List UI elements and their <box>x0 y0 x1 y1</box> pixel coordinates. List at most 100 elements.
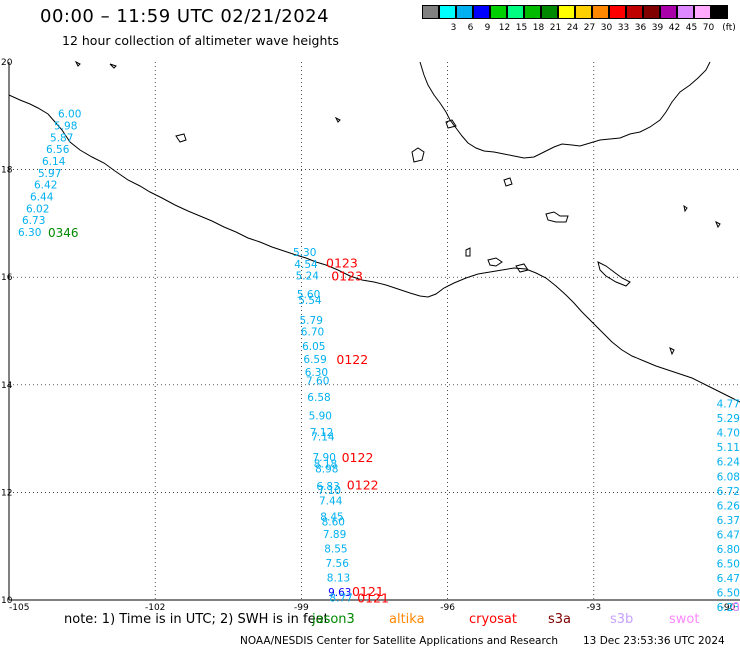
wave-height-value: 6.02 <box>26 203 49 215</box>
legend-swatch <box>507 5 524 19</box>
satellite-legend-s3a: s3a <box>548 612 572 627</box>
satellite-legend-jason3: jason3 <box>312 612 355 627</box>
wave-height-value: 6.47 <box>717 529 740 541</box>
pass-time-label: 0122 <box>336 352 368 367</box>
wave-height-value: 5.97 <box>38 168 61 180</box>
pass-time-label: 0121 <box>352 584 384 599</box>
coastal-island <box>465 247 471 257</box>
coastline <box>8 60 740 403</box>
wave-height-value: 7.89 <box>323 529 346 541</box>
wave-height-value: 5.29 <box>717 413 740 425</box>
wave-height-value: 5.54 <box>298 295 322 307</box>
wave-height-value: 6.05 <box>302 341 325 353</box>
map-title: 00:00 – 11:59 UTC 02/21/2024 <box>40 6 330 27</box>
latitude-label: 16 <box>1 273 13 283</box>
pass-time-label: 0122 <box>347 477 379 492</box>
legend-swatch <box>660 5 677 19</box>
pass-time-label: 0123 <box>326 256 358 271</box>
satellite-legend-s3b: s3b <box>610 612 634 627</box>
legend-label: 15 <box>515 23 528 33</box>
wave-height-value: 8.60 <box>322 516 345 528</box>
longitude-label: -99 <box>294 603 309 613</box>
wave-height-value: 5.87 <box>50 132 73 144</box>
wave-height-value: 8.45 <box>320 512 343 524</box>
wave-height-value: 8.98 <box>315 464 338 476</box>
map-frame <box>8 62 740 601</box>
legend-swatch <box>490 5 507 19</box>
legend-label: 18 <box>532 23 545 33</box>
legend-label: 42 <box>668 23 681 33</box>
wave-height-value: 6.00 <box>58 109 81 121</box>
satellite-legend-altika: altika <box>389 612 425 627</box>
wave-height-value: 6.72 <box>717 486 740 498</box>
coastal-island <box>74 60 81 67</box>
legend-label: 36 <box>634 23 647 33</box>
longitude-label: -96 <box>440 603 455 613</box>
wave-height-value: 6.42 <box>34 180 57 192</box>
legend-swatch <box>456 5 473 19</box>
legend-swatch <box>592 5 609 19</box>
coastal-island <box>445 119 457 129</box>
coastal-island <box>669 347 675 356</box>
wave-height-value: 8.55 <box>324 543 347 555</box>
legend-swatch <box>439 5 456 19</box>
wave-height-value: 6.30 <box>18 227 41 239</box>
legend-label: 70 <box>702 23 715 33</box>
wave-height-value: 6.08 <box>717 471 740 483</box>
legend-swatch <box>677 5 694 19</box>
longitude-label: -90 <box>721 603 736 613</box>
wave-height-value: 6.73 <box>22 215 45 227</box>
lat-lon-grid <box>9 62 740 600</box>
legend-label: 39 <box>651 23 664 33</box>
wave-height-value: 5.98 <box>54 120 77 132</box>
legend-swatch <box>643 5 660 19</box>
wave-height-value: 6.30 <box>305 367 328 379</box>
coastal-island <box>175 133 187 143</box>
legend-swatch <box>524 5 541 19</box>
wave-height-value: 7.60 <box>306 375 329 387</box>
map-subtitle: 12 hour collection of altimeter wave hei… <box>62 33 339 48</box>
pass-time-label: 0121 <box>357 590 389 605</box>
longitude-label: -105 <box>9 603 29 613</box>
wave-height-value: 5.24 <box>296 271 320 283</box>
coastal-island <box>109 63 117 69</box>
coastal-island <box>487 257 503 267</box>
legend-swatch <box>694 5 711 19</box>
mexico-coastline <box>8 94 740 403</box>
wave-height-value: 6.58 <box>307 392 330 404</box>
legend-label: 45 <box>685 23 698 33</box>
wave-height-value: 6.47 <box>717 573 740 585</box>
longitude-labels: -105 -102 -99 -96 -93 -90 <box>9 603 736 613</box>
legend-swatch <box>541 5 558 19</box>
wave-height-value: 5.79 <box>300 315 323 327</box>
legend-swatch <box>626 5 643 19</box>
wave-height-value: 6.37 <box>717 515 740 527</box>
wave-height-value: 7.44 <box>319 495 343 507</box>
wave-height-value: 5.30 <box>293 247 316 259</box>
gulf-coastline <box>419 61 711 159</box>
wave-height-value: 8.18 <box>314 458 337 470</box>
wave-height-value: 7.10 <box>318 485 341 497</box>
pass-time-label: 0 <box>732 599 740 614</box>
wave-height-value: 5.90 <box>309 410 332 422</box>
latitude-label: 12 <box>1 488 12 498</box>
legend-label: 33 <box>617 23 630 33</box>
legend-swatch <box>422 5 439 19</box>
coastal-island <box>545 211 569 223</box>
legend-swatch <box>473 5 490 19</box>
pass-time-label: 0122 <box>342 450 374 465</box>
latitude-label: 14 <box>1 381 13 391</box>
wave-height-value: 6.56 <box>46 144 70 156</box>
coastal-island <box>597 261 631 287</box>
satellite-legend-cryosat: cryosat <box>469 612 517 627</box>
wave-height-value: 9.63 <box>328 587 351 599</box>
legend-swatch <box>609 5 626 19</box>
legend-swatch <box>575 5 592 19</box>
satellite-legend-swot: swot <box>669 612 700 627</box>
wave-height-value: 4.70 <box>717 428 740 440</box>
wave-height-value: 7.90 <box>313 452 336 464</box>
wave-height-value: 6.59 <box>303 354 326 366</box>
wave-height-value: 7.56 <box>326 558 350 570</box>
longitude-label: -102 <box>145 603 165 613</box>
